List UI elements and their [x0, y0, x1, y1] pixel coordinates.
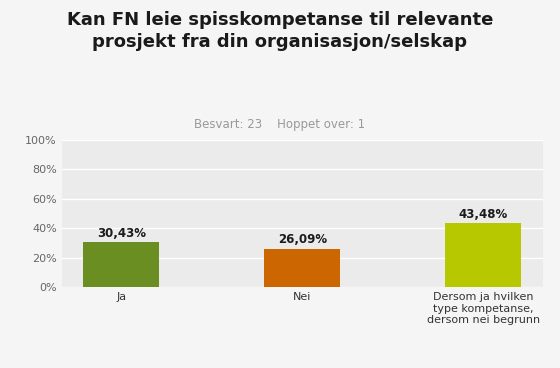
- Bar: [445, 223, 521, 287]
- Text: 43,48%: 43,48%: [459, 208, 508, 221]
- Bar: [264, 249, 340, 287]
- Text: 26,09%: 26,09%: [278, 233, 327, 247]
- Text: 30,43%: 30,43%: [97, 227, 146, 240]
- Bar: [83, 242, 160, 287]
- Text: Kan FN leie spisskompetanse til relevante
prosjekt fra din organisasjon/selskap: Kan FN leie spisskompetanse til relevant…: [67, 11, 493, 51]
- Text: Besvart: 23    Hoppet over: 1: Besvart: 23 Hoppet over: 1: [194, 118, 366, 131]
